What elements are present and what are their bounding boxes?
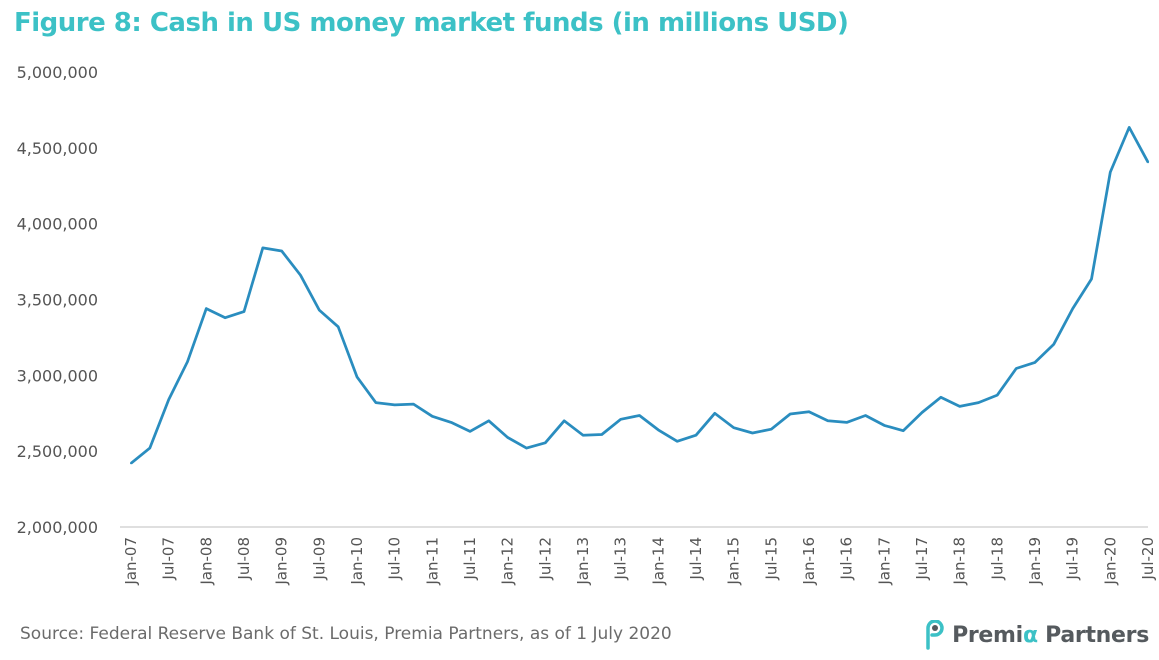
- data-point: [261, 246, 264, 249]
- data-point: [469, 430, 471, 433]
- data-point: [167, 398, 170, 401]
- data-point: [638, 414, 641, 417]
- x-tick-label: Jul-20: [1139, 537, 1157, 581]
- brand-alpha: α: [1022, 622, 1038, 648]
- data-point: [582, 434, 584, 437]
- chart-title: Figure 8: Cash in US money market funds …: [14, 8, 849, 38]
- x-tick-label: Jan-10: [348, 537, 366, 586]
- data-point: [921, 411, 923, 414]
- y-tick-label: 4,500,000: [17, 139, 98, 158]
- data-point: [770, 428, 773, 431]
- y-tick-label: 3,000,000: [17, 366, 98, 385]
- y-tick-label: 2,500,000: [17, 442, 98, 461]
- x-tick-label: Jan-09: [273, 537, 291, 586]
- x-tick-label: Jul-11: [461, 537, 479, 581]
- data-point: [619, 418, 622, 421]
- y-tick-label: 2,000,000: [17, 518, 98, 537]
- premia-p-logo-icon: [926, 620, 944, 650]
- data-point: [450, 421, 453, 424]
- data-point: [695, 434, 697, 437]
- brand-logo: Premiα Partners: [922, 620, 1149, 650]
- x-tick-label: Jul-13: [612, 537, 630, 581]
- x-tick-label: Jan-12: [499, 537, 517, 586]
- data-point: [600, 433, 603, 436]
- series-line: [130, 126, 1150, 465]
- x-tick-label: Jul-07: [160, 537, 178, 581]
- data-point: [958, 405, 961, 408]
- x-tick-label: Jan-07: [122, 537, 140, 586]
- data-point: [1128, 126, 1131, 129]
- data-point: [732, 426, 735, 429]
- data-point: [337, 325, 340, 328]
- data-point: [883, 424, 886, 427]
- data-point: [318, 309, 321, 312]
- data-point: [280, 249, 283, 252]
- data-point: [845, 421, 848, 424]
- data-point: [751, 431, 754, 434]
- x-tick-label: Jan-15: [725, 537, 743, 586]
- data-point: [243, 310, 245, 313]
- data-point: [1109, 171, 1112, 174]
- x-tick-label: Jan-14: [649, 537, 667, 586]
- data-point: [902, 429, 905, 432]
- data-point: [676, 440, 679, 443]
- data-point: [939, 396, 942, 399]
- x-tick-label: Jan-08: [197, 537, 215, 586]
- x-tick-label: Jul-14: [687, 537, 705, 581]
- x-tick-label: Jul-12: [536, 537, 554, 581]
- data-point: [224, 316, 227, 319]
- data-point: [374, 401, 377, 404]
- data-point: [713, 412, 716, 415]
- data-point: [563, 419, 566, 422]
- data-point: [506, 436, 509, 439]
- x-tick-label: Jul-19: [1064, 537, 1082, 581]
- x-tick-label: Jul-10: [386, 537, 404, 581]
- data-point: [1147, 161, 1149, 164]
- data-point: [1015, 367, 1018, 370]
- y-tick-label: 3,500,000: [17, 291, 98, 310]
- x-tick-label: Jan-20: [1101, 537, 1119, 586]
- x-tick-label: Jan-17: [875, 537, 893, 586]
- x-tick-label: Jan-16: [800, 537, 818, 586]
- data-point: [393, 403, 396, 406]
- data-point: [186, 360, 189, 363]
- data-point: [977, 401, 980, 404]
- data-point: [864, 414, 867, 417]
- data-point: [1052, 343, 1055, 346]
- data-point: [1090, 278, 1093, 281]
- x-tick-label: Jul-08: [235, 537, 253, 581]
- data-point: [148, 447, 151, 450]
- data-point: [826, 419, 829, 422]
- x-tick-label: Jan-19: [1026, 537, 1044, 586]
- data-point: [808, 410, 810, 413]
- x-tick-label: Jan-13: [574, 537, 592, 586]
- data-point: [657, 428, 660, 431]
- x-tick-label: Jul-16: [838, 537, 856, 581]
- data-point: [525, 447, 528, 450]
- source-note: Source: Federal Reserve Bank of St. Loui…: [20, 624, 672, 644]
- data-point: [431, 415, 434, 418]
- x-tick-label: Jan-18: [951, 537, 969, 586]
- x-tick-label: Jul-17: [913, 537, 931, 581]
- y-tick-label: 4,000,000: [17, 215, 98, 234]
- data-point: [356, 375, 358, 378]
- data-point: [1071, 307, 1074, 310]
- y-tick-label: 5,000,000: [17, 63, 98, 82]
- x-tick-label: Jul-18: [988, 537, 1006, 581]
- data-point: [487, 419, 490, 422]
- data-point: [789, 413, 792, 416]
- data-point: [130, 462, 132, 465]
- data-point: [1034, 361, 1036, 364]
- data-point: [412, 403, 415, 406]
- x-tick-label: Jan-11: [423, 537, 441, 586]
- data-point: [299, 274, 302, 277]
- x-tick-label: Jul-09: [310, 537, 328, 581]
- data-point: [205, 307, 208, 310]
- data-point: [996, 394, 999, 397]
- data-point: [544, 441, 547, 444]
- brand-name: Premiα Partners: [952, 622, 1149, 648]
- x-tick-label: Jul-15: [762, 537, 780, 581]
